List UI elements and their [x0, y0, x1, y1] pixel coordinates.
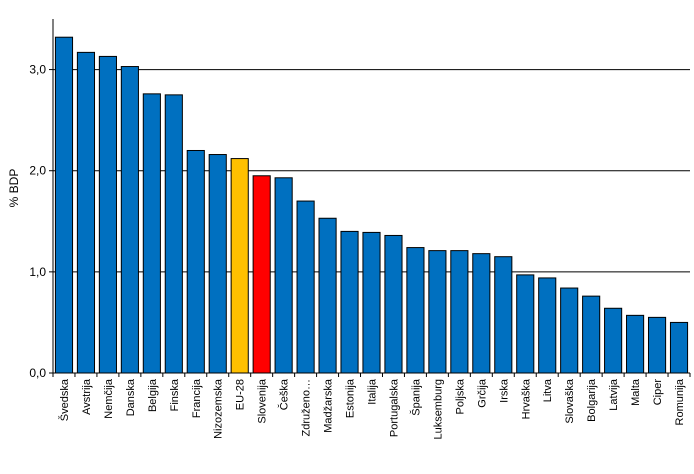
y-tick-label: 0,0	[29, 366, 46, 380]
bar-švedska	[54, 36, 74, 374]
x-tick-label: Poljska	[454, 378, 466, 414]
bar-latvija	[604, 307, 623, 374]
bar-eu-28	[230, 158, 249, 374]
x-tick-label: Grčija	[476, 378, 488, 408]
bar-hrvaška	[516, 274, 535, 374]
bar-združeno-	[296, 200, 315, 374]
axes	[49, 19, 691, 377]
x-tick-label: Malta	[630, 378, 642, 406]
bar-estonija	[340, 230, 359, 374]
bar-portugalska	[384, 234, 403, 374]
bar-belgija	[142, 93, 161, 374]
x-tick-label: Belgija	[147, 378, 159, 412]
x-tick-label: Hrvaška	[520, 378, 532, 419]
bar-irska	[494, 256, 513, 374]
x-tick-label: Češka	[278, 378, 291, 410]
bar-madžarska	[318, 217, 337, 374]
x-tick-label: Nemčija	[103, 378, 115, 419]
bar-španija	[406, 247, 425, 374]
bar-slovenija	[252, 175, 271, 374]
y-tick-label: 1,0	[29, 265, 46, 279]
x-tick-label: Portugalska	[388, 378, 400, 437]
x-tick-label: Danska	[125, 378, 137, 416]
y-axis-label: % BDP	[7, 169, 21, 208]
x-tick-label: Estonija	[345, 378, 357, 418]
x-tick-label: Italija	[367, 378, 379, 405]
bar-finska	[164, 94, 183, 374]
x-tick-label: Avstrija	[81, 378, 93, 415]
bar-danska	[120, 66, 139, 374]
x-tick-label: Združeno…	[301, 379, 313, 436]
x-tick-label: Madžarska	[323, 378, 335, 433]
bar-malta	[626, 314, 645, 374]
x-tick-label: Francija	[191, 378, 203, 418]
bar-litva	[538, 277, 557, 374]
x-tick-label: Litva	[542, 378, 554, 402]
bar-češka	[274, 177, 293, 374]
bar-ciper	[647, 316, 667, 374]
x-tick-labels: Švedska Avstrija Nemčija Danska Belgija Finsk…	[58, 378, 686, 439]
bar-francija	[186, 149, 205, 374]
bar-bolgarija	[582, 295, 601, 374]
x-tick-label: Španija	[409, 378, 422, 416]
y-tick-label: 2,0	[29, 164, 46, 178]
x-tick-label: Latvija	[608, 378, 620, 411]
x-tick-label: Ciper	[652, 379, 664, 406]
x-tick-label: Romunija	[674, 378, 686, 425]
x-tick-label: Irska	[498, 378, 510, 403]
bar-avstrija	[76, 51, 96, 374]
bar-poljska	[450, 250, 469, 374]
bar-italija	[362, 231, 381, 374]
x-tick-label: EU-28	[235, 379, 247, 410]
bar-luksemburg	[428, 250, 447, 374]
bar-nizozemska	[208, 154, 227, 374]
bars	[54, 36, 689, 374]
bar-slovaška	[560, 287, 579, 374]
x-tick-label: Nizozemska	[213, 378, 225, 439]
x-tick-label: Slovaška	[564, 378, 576, 424]
x-tick-label: Finska	[169, 378, 181, 411]
x-tick-label: Slovenija	[257, 378, 269, 424]
x-tick-label: Luksemburg	[432, 379, 444, 440]
y-tick-labels: 0,0 1,0 2,0 3,0	[29, 63, 46, 380]
bar-nemčija	[98, 55, 117, 374]
x-tick-label: Bolgarija	[586, 378, 598, 422]
bar-grčija	[472, 253, 491, 374]
y-tick-label: 3,0	[29, 63, 46, 77]
bar-romunija	[669, 321, 689, 374]
x-tick-label: Švedska	[58, 378, 71, 421]
